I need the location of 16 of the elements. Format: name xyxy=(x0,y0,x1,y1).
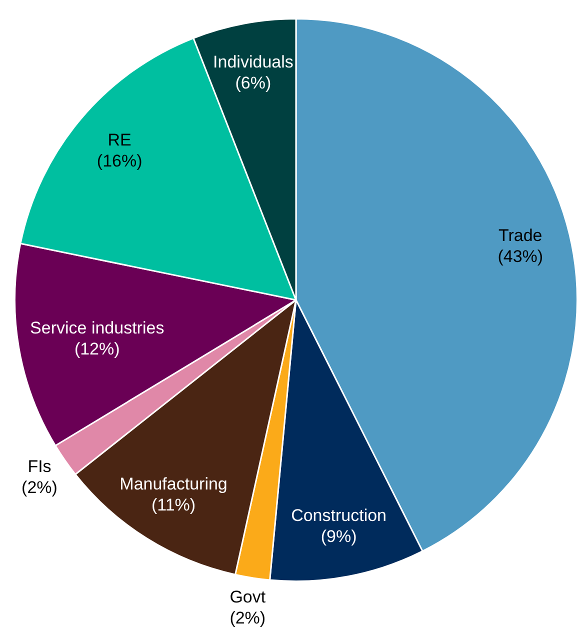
slice-label: Individuals xyxy=(213,52,294,72)
data-label: (16%) xyxy=(96,152,142,171)
data-label: (12%) xyxy=(74,339,120,358)
data-label: (43%) xyxy=(498,246,544,266)
slice-label: Service industries xyxy=(30,318,164,338)
data-label: (2%) xyxy=(22,478,58,498)
data-label: (6%) xyxy=(235,74,272,93)
data-label: (11%) xyxy=(151,496,196,515)
slice-label: Construction xyxy=(291,506,387,525)
slice-label: FIs xyxy=(28,457,52,476)
slice-label: Trade xyxy=(498,226,542,245)
slice-label: Manufacturing xyxy=(120,474,228,494)
slice-label: RE xyxy=(108,130,132,150)
slice-label: Govt xyxy=(230,588,266,607)
data-label: (2%) xyxy=(230,608,266,628)
data-label: (9%) xyxy=(320,526,357,546)
